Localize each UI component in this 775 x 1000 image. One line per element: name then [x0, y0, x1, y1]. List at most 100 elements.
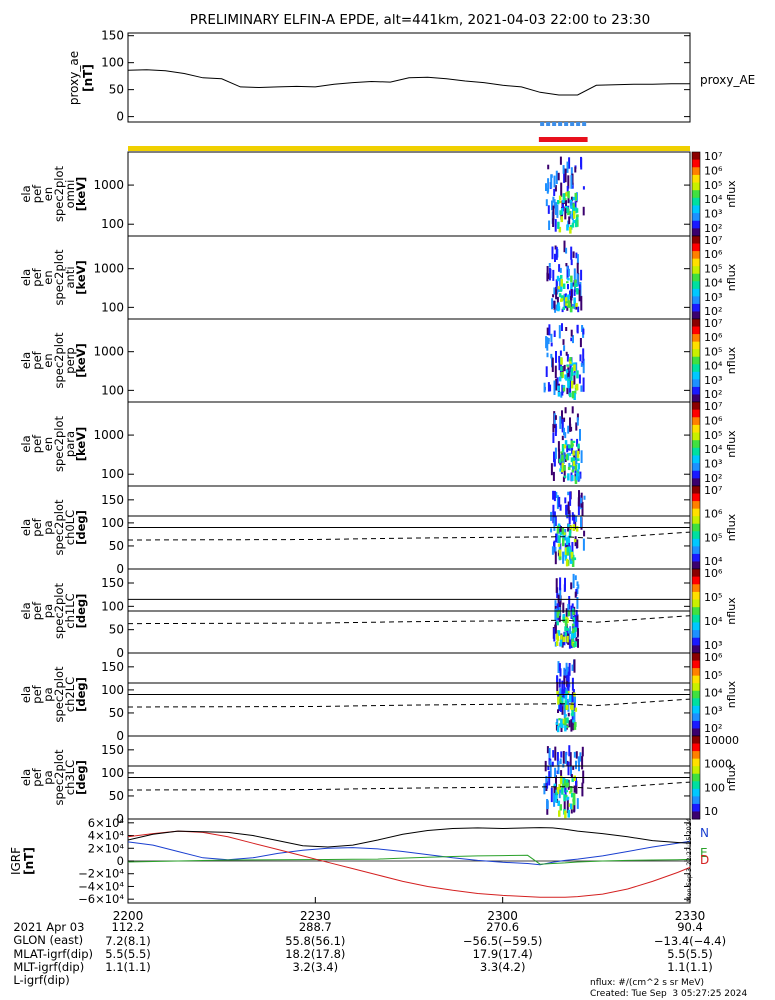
spec-cell-core: [574, 627, 577, 632]
colorbar-seg: [692, 258, 700, 267]
spec-cell: [546, 266, 549, 274]
igrf-ytick-label: 6×10⁴: [88, 816, 125, 830]
spec-cell-core: [558, 718, 561, 721]
spec-cell: [574, 575, 577, 581]
spec-cell: [555, 578, 558, 593]
spec-cell: [545, 183, 547, 191]
spec-cell-core: [565, 300, 568, 306]
colorbar-seg: [692, 576, 700, 585]
colorbar-seg: [692, 538, 700, 547]
status-blue-dash: [558, 122, 563, 126]
spec-ytick-label: 150: [101, 660, 124, 674]
spec-cell: [564, 168, 567, 183]
spec-cell-core: [559, 639, 563, 647]
spec-ylabel-line: ela: [19, 769, 33, 786]
spec-cell-core: [567, 294, 570, 300]
spec-cell-core: [558, 293, 562, 298]
spec-cell: [554, 746, 557, 761]
igrf-legend-N: N: [700, 826, 709, 840]
colorbar-seg: [692, 486, 700, 495]
colorbar-tick-label: 10⁵: [704, 591, 722, 604]
spec-cell: [554, 309, 557, 313]
colorbar-seg: [692, 159, 700, 168]
spec-ylabel-line: ela: [19, 269, 33, 286]
colorbar-seg: [692, 190, 700, 199]
footer-value: 3.2(3.4): [292, 960, 339, 974]
colorbar-tick-label: 10²: [704, 722, 722, 735]
spec-cell: [568, 596, 571, 610]
footer-row-mlt: MLT-igrf(dip): [6, 948, 84, 974]
spec-cell: [553, 300, 556, 311]
colorbar-tick-label: 10⁴: [704, 555, 723, 568]
spec-cell: [571, 677, 574, 691]
colorbar-seg: [692, 319, 700, 328]
spec-cell-core: [562, 199, 565, 203]
spec-cell-core: [561, 724, 564, 729]
spec-cell: [563, 345, 566, 352]
spec-cell-core: [565, 454, 569, 461]
footer-l-label: L-igrf(dip): [13, 973, 70, 987]
igrf-ytick-label: 4×10⁴: [88, 829, 125, 843]
colorbar-tick-label: 100: [704, 781, 725, 794]
spec-cell: [556, 682, 559, 692]
spec-cell: [555, 351, 557, 363]
spec-cell: [579, 354, 582, 362]
spec-cell: [576, 413, 579, 421]
spec-cell: [561, 680, 564, 694]
spec-ylabel-line: en: [41, 270, 55, 284]
spec-cell: [553, 517, 556, 531]
spec-cell: [553, 784, 556, 797]
spec-cell-core: [567, 444, 571, 449]
spec-cell: [555, 304, 558, 311]
spec-cell-core: [565, 369, 569, 373]
spec-cell: [550, 333, 553, 343]
colorbar-tick-label: 10⁴: [704, 193, 723, 206]
spec-cell: [554, 423, 557, 436]
spec-cell: [576, 262, 579, 274]
spec-cell: [566, 161, 569, 173]
spec-cell-core: [572, 643, 576, 648]
spec-cell: [554, 621, 557, 634]
colorbar-seg: [692, 379, 700, 388]
spec-cell: [556, 532, 559, 543]
spec-cell: [573, 785, 576, 793]
colorbar-seg: [692, 356, 700, 365]
footer-mlt-label: MLT-igrf(dip): [13, 960, 85, 974]
spec-cell-core: [560, 298, 563, 302]
spec-cell: [575, 516, 578, 522]
footer-value: −13.4(−4.4): [653, 934, 727, 948]
spec-cell-core: [555, 641, 559, 646]
spec-cell: [579, 752, 582, 762]
spec-ylabel-line: spec2plot: [52, 666, 66, 723]
spec-cell: [552, 205, 555, 220]
spec-cell-core: [569, 361, 572, 364]
colorbar-seg: [692, 553, 700, 562]
spec-cell: [566, 387, 569, 395]
spec-cell-core: [566, 206, 569, 213]
spec-ytick-label: 100: [101, 217, 124, 231]
colorbar-seg: [692, 386, 700, 395]
spec-cell: [553, 793, 556, 807]
colorbar-tick-label: 10⁵: [704, 345, 722, 358]
spec-cell: [550, 174, 553, 178]
spec-cell-core: [566, 725, 569, 728]
spec-cell: [582, 770, 585, 784]
spec-cell: [567, 425, 570, 434]
spec-cell-core: [555, 722, 559, 725]
spec-cell-core: [575, 302, 578, 307]
spec-cell: [559, 156, 562, 165]
spec-cell: [553, 287, 556, 295]
spec-cell: [550, 342, 553, 347]
spec-cell: [570, 167, 573, 179]
spec-cell-core: [572, 628, 575, 633]
spec-cell: [547, 382, 550, 392]
spec-cell-core: [567, 690, 570, 694]
spec-cell: [564, 432, 567, 439]
spec-cell-core: [576, 214, 579, 218]
spec-cell-core: [557, 800, 561, 805]
spec-cell-core: [574, 279, 577, 288]
spec-cell-core: [570, 560, 573, 564]
spec-cell: [562, 602, 565, 613]
spec-cell: [571, 282, 574, 287]
colorbar-unit: nflux: [725, 180, 738, 208]
